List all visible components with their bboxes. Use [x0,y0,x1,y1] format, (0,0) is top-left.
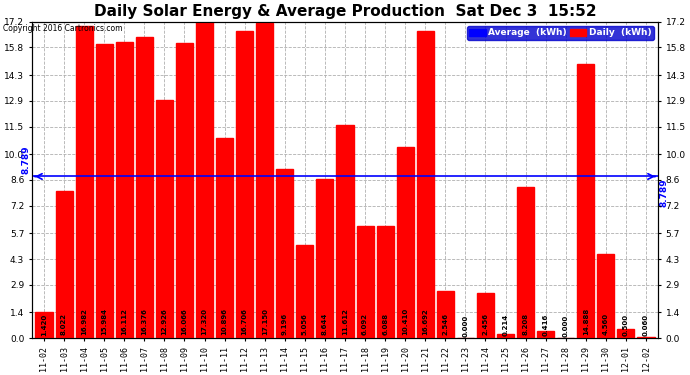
Text: 0.500: 0.500 [623,314,629,336]
Bar [276,169,293,338]
Text: 10.410: 10.410 [402,308,408,335]
Text: 11.612: 11.612 [342,309,348,335]
Bar [497,334,514,338]
Text: 16.066: 16.066 [181,309,188,335]
Text: 16.982: 16.982 [81,309,87,335]
Text: 8.022: 8.022 [61,314,67,335]
Text: 8.789: 8.789 [660,178,669,207]
Text: 6.088: 6.088 [382,313,388,335]
Text: 14.888: 14.888 [583,308,589,335]
Bar [337,124,353,338]
Text: 4.560: 4.560 [603,313,609,335]
Text: 10.896: 10.896 [221,308,228,335]
Text: 9.196: 9.196 [282,313,288,335]
Text: 16.376: 16.376 [141,309,147,335]
Legend: Average  (kWh), Daily  (kWh): Average (kWh), Daily (kWh) [467,26,653,40]
Bar [377,226,394,338]
Bar [578,64,594,338]
Bar [537,330,554,338]
Bar [598,254,614,338]
Bar [136,37,153,338]
Text: 0.000: 0.000 [462,315,469,337]
Bar [417,31,434,338]
Bar [256,22,273,338]
Bar [55,190,72,338]
Bar [618,329,635,338]
Text: 2.456: 2.456 [482,314,489,335]
Text: 15.984: 15.984 [101,308,107,335]
Text: 16.706: 16.706 [241,309,248,335]
Text: 0.000: 0.000 [563,315,569,337]
Bar [176,43,193,338]
Text: 8.789: 8.789 [21,145,30,174]
Bar [517,187,534,338]
Bar [35,312,52,338]
Bar [116,42,132,338]
Bar [357,226,373,338]
Text: 17.320: 17.320 [201,308,208,335]
Bar [397,147,414,338]
Text: 5.056: 5.056 [302,314,308,335]
Text: 16.692: 16.692 [422,309,428,335]
Text: 6.092: 6.092 [362,314,368,335]
Text: 0.060: 0.060 [643,314,649,336]
Text: 1.420: 1.420 [41,314,47,336]
Bar [437,291,454,338]
Text: 17.150: 17.150 [262,308,268,335]
Bar [296,245,313,338]
Text: 0.214: 0.214 [502,314,509,336]
Bar [156,100,173,338]
Bar [76,26,92,338]
Text: 12.926: 12.926 [161,309,168,335]
Bar [638,337,655,338]
Bar [477,293,494,338]
Bar [236,31,253,338]
Text: 8.644: 8.644 [322,313,328,335]
Bar [216,138,233,338]
Text: 8.208: 8.208 [522,313,529,335]
Bar [196,20,213,338]
Bar [317,179,333,338]
Bar [96,44,112,338]
Text: 0.416: 0.416 [543,314,549,336]
Title: Daily Solar Energy & Average Production  Sat Dec 3  15:52: Daily Solar Energy & Average Production … [94,4,596,19]
Text: 16.112: 16.112 [121,309,127,335]
Text: 2.546: 2.546 [442,314,448,335]
Text: Copyright 2016 Cartronics.com: Copyright 2016 Cartronics.com [3,24,123,33]
